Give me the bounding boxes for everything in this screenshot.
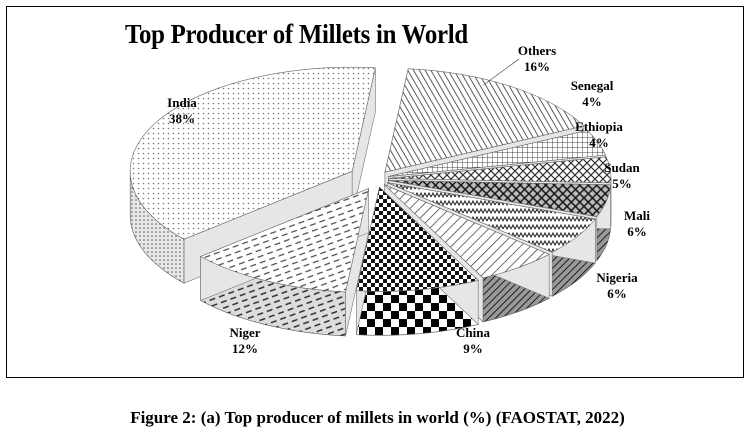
chart-frame: Others 16% Senegal 4% Ethiopia 4% Sudan 5% Mali 6…	[6, 6, 744, 378]
pie-chart: Others16%Senegal4%Ethiopia4%Sudan5%Mali6…	[129, 43, 650, 356]
leader-line-others	[483, 58, 520, 86]
slice-value-china: 9%	[463, 341, 483, 356]
slice-value-others: 16%	[524, 59, 550, 74]
slice-value-senegal: 4%	[582, 94, 602, 109]
slice-value-mali: 6%	[627, 224, 647, 239]
slice-label-senegal: Senegal	[571, 78, 614, 93]
slice-value-nigeria: 6%	[607, 286, 627, 301]
slice-label-nigeria: Nigeria	[596, 270, 638, 285]
chart-title: Top Producer of Millets in World	[125, 19, 468, 49]
slice-value-india: 38%	[169, 111, 195, 126]
pie-slice-niger	[199, 188, 370, 337]
slice-label-others: Others	[518, 43, 556, 58]
slice-label-niger: Niger	[229, 325, 260, 340]
slice-label-mali: Mali	[624, 208, 650, 223]
slice-label-sudan: Sudan	[604, 160, 640, 175]
slice-value-sudan: 5%	[612, 176, 632, 191]
pie-slice-china	[355, 186, 479, 336]
figure-caption: Figure 2: (a) Top producer of millets in…	[130, 408, 625, 427]
slice-value-niger: 12%	[232, 341, 258, 356]
slice-label-india: India	[167, 95, 197, 110]
slice-value-ethiopia: 4%	[589, 135, 609, 150]
slice-label-china: China	[456, 325, 490, 340]
slice-label-ethiopia: Ethiopia	[575, 119, 623, 134]
